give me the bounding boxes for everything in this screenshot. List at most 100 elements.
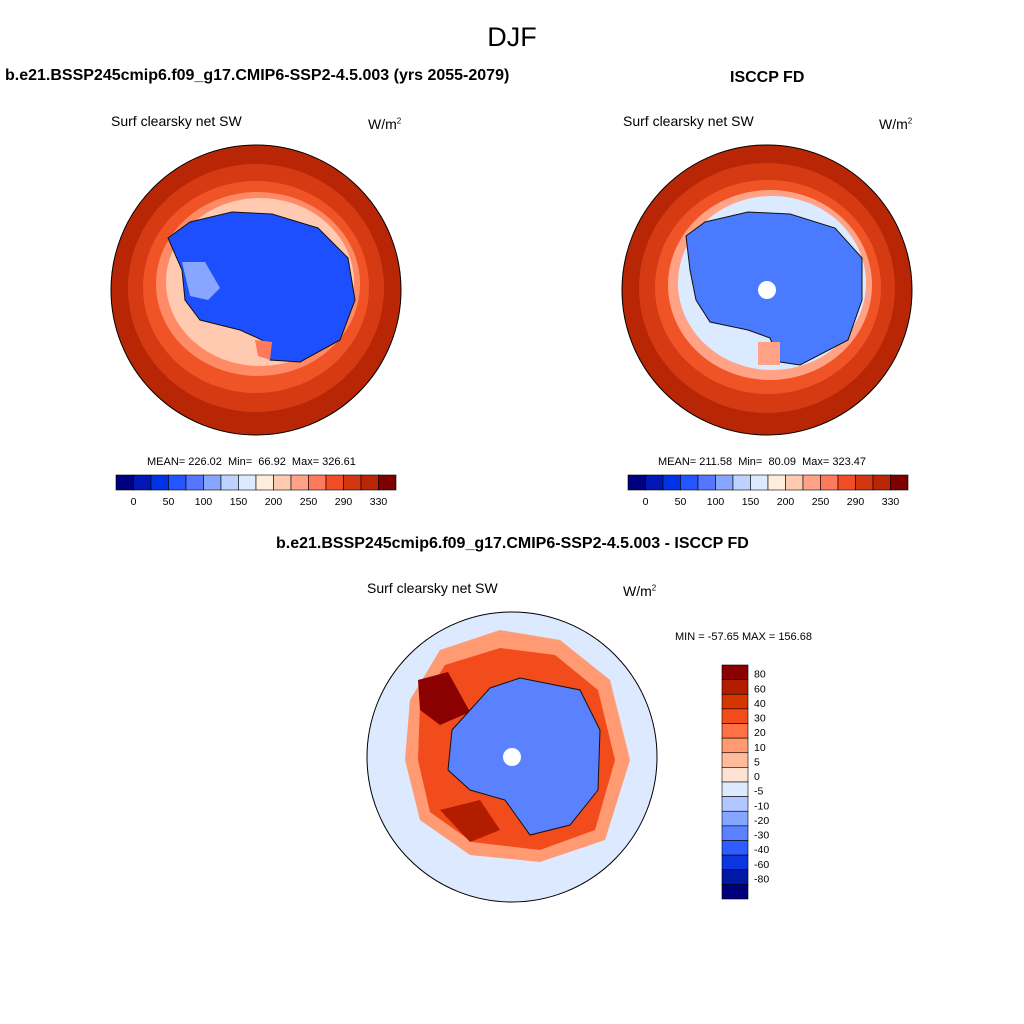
variable-label-model: Surf clearsky net SW — [111, 113, 242, 129]
colorbar-tick-label: -20 — [754, 815, 769, 827]
colorbar-swatch — [325, 474, 344, 491]
colorbar-swatch — [732, 474, 751, 491]
colorbar-swatch — [855, 474, 874, 491]
colorbar-tick-label: 200 — [777, 496, 795, 508]
units-label-obs: W/m2 — [879, 116, 912, 132]
colorbar-tick-label: 150 — [742, 496, 760, 508]
polar-gap — [503, 748, 521, 766]
colorbar-tick-label: 100 — [195, 496, 213, 508]
colorbar-swatch — [238, 474, 257, 491]
units-base: W/m — [368, 116, 397, 132]
units-label-model: W/m2 — [368, 116, 401, 132]
colorbar-swatch — [360, 474, 379, 491]
panel-title-diff: b.e21.BSSP245cmip6.f09_g17.CMIP6-SSP2-4.… — [276, 535, 749, 552]
colorbar-swatch — [308, 474, 327, 491]
colorbar-tick-label: 250 — [300, 496, 318, 508]
panel-title-obs: ISCCP FD — [730, 69, 805, 86]
colorbar-tick-label: 50 — [675, 496, 687, 508]
colorbar-swatch — [721, 752, 749, 768]
colorbar-tick-label: 330 — [370, 496, 388, 508]
colorbar-tick-label: 5 — [754, 756, 760, 768]
colorbar-tick-label: 40 — [754, 698, 766, 710]
map-border-model — [110, 144, 402, 436]
colorbar-tick-label: 250 — [812, 496, 830, 508]
colorbar-swatch — [802, 474, 821, 491]
colorbar-swatch — [872, 474, 891, 491]
colorbar-swatch — [767, 474, 786, 491]
colorbar-swatch — [785, 474, 804, 491]
units-exponent: 2 — [907, 116, 913, 126]
colorbar-swatch — [220, 474, 239, 491]
colorbar-swatch — [721, 825, 749, 841]
map-border-diff — [366, 611, 658, 903]
units-exponent: 2 — [651, 583, 657, 593]
colorbar-swatch — [721, 781, 749, 797]
map-obs — [622, 145, 912, 435]
colorbar-tick-label: 0 — [643, 496, 649, 508]
antarctica — [167, 211, 356, 363]
colorbar-tick-label: -30 — [754, 830, 769, 842]
units-exponent: 2 — [396, 116, 402, 126]
units-label-diff: W/m2 — [623, 583, 656, 599]
figure-title: DJF — [487, 22, 537, 52]
colorbar-tick-label: 150 — [230, 496, 248, 508]
colorbar-tick-label: 0 — [131, 496, 137, 508]
colorbar-swatch — [721, 869, 749, 885]
colorbar-swatch — [721, 664, 749, 680]
colorbar-tick-label: 100 — [707, 496, 725, 508]
units-base: W/m — [879, 116, 908, 132]
colorbar-swatch — [837, 474, 856, 491]
colorbar-swatch — [820, 474, 839, 491]
colorbar-tick-label: 10 — [754, 742, 766, 754]
colorbar-tick-label: 200 — [265, 496, 283, 508]
colorbar-tick-label: -10 — [754, 800, 769, 812]
units-base: W/m — [623, 583, 652, 599]
map-border-obs — [621, 144, 913, 436]
colorbar-swatch — [255, 474, 274, 491]
colorbar-swatch — [273, 474, 292, 491]
colorbar-swatch — [378, 474, 397, 491]
colorbar-swatch — [645, 474, 664, 491]
colorbar-swatch — [662, 474, 681, 491]
antarctica — [447, 677, 601, 836]
map-diff — [367, 612, 657, 902]
colorbar-swatch — [290, 474, 309, 491]
colorbar-swatch — [715, 474, 734, 491]
ross-shelf — [182, 262, 220, 300]
colorbar-tick-label: 290 — [847, 496, 865, 508]
colorbar-swatch — [721, 810, 749, 827]
colorbar-tick-label: -60 — [754, 859, 769, 871]
colorbar-swatch — [185, 474, 204, 491]
colorbars: 0 50 100 150 200 250 290 330 0 50 100 150 200 250 290 3… — [115, 474, 909, 900]
colorbar-swatch — [721, 767, 749, 783]
panel-title-model: b.e21.BSSP245cmip6.f09_g17.CMIP6-SSP2-4.… — [5, 67, 510, 84]
colorbar-swatch — [133, 474, 152, 491]
stats-label-diff: MIN = -57.65 MAX = 156.68 — [675, 631, 812, 643]
colorbar-tick-label: 290 — [335, 496, 353, 508]
variable-label-obs: Surf clearsky net SW — [623, 113, 754, 129]
colorbar-swatch — [168, 474, 187, 491]
ross-sea-warm — [758, 342, 780, 365]
polar-gap — [758, 281, 776, 299]
colorbar-swatch — [721, 796, 749, 812]
variable-label-diff: Surf clearsky net SW — [367, 580, 498, 596]
stats-label-model: MEAN= 226.02 Min= 66.92 Max= 326.61 — [147, 456, 356, 468]
colorbar-swatch — [721, 884, 749, 900]
colorbar-swatch — [721, 693, 749, 710]
colorbar-tick-label: 50 — [163, 496, 175, 508]
colorbar-swatch — [721, 723, 749, 739]
colorbar-swatch — [697, 474, 716, 491]
colorbar-swatch — [115, 474, 134, 491]
colorbar-tick-label: 30 — [754, 713, 766, 725]
colorbar-swatch — [721, 737, 749, 754]
colorbar-swatch — [721, 854, 749, 871]
anomaly-peak — [418, 672, 470, 725]
colorbar-swatch — [721, 708, 749, 724]
ross-sea-warm — [255, 340, 272, 360]
colorbar-tick-label: -5 — [754, 786, 763, 798]
colorbar-swatch — [750, 474, 769, 491]
colorbar-swatch — [721, 840, 749, 856]
colorbar-swatch — [343, 474, 362, 491]
anomaly-hot-2 — [440, 800, 500, 842]
